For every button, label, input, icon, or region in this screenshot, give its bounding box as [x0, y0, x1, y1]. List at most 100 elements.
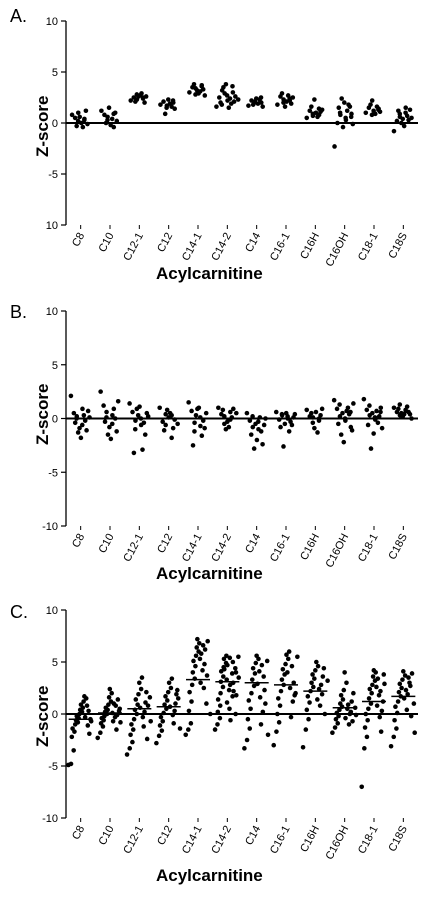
panel-c-data-point	[171, 721, 176, 726]
panel-c-data-point	[220, 684, 226, 690]
panel-c-data-point	[186, 708, 192, 714]
panel-b-data-point	[197, 415, 203, 420]
panel-b-data-point	[313, 409, 319, 415]
panel-c-data-point	[138, 686, 144, 692]
panel-b-data-point	[109, 421, 115, 427]
panel-b-data-point	[378, 409, 383, 415]
panel-b-x-tick-label: C18-1	[356, 532, 381, 564]
panel-c-data-point	[359, 784, 365, 790]
panel-b-data-point	[131, 450, 137, 456]
panel-b-data-point	[396, 406, 401, 412]
panel-c-y-tick-label: 0	[52, 709, 58, 721]
panel-b-data-point	[378, 405, 384, 411]
panel-c-data-point	[231, 688, 236, 694]
panel-c-data-point	[408, 683, 413, 689]
panel-a-data-point	[223, 81, 229, 87]
panel-c-data-point	[230, 659, 236, 665]
panel-c-x-axis-title: Acylcarnitine	[156, 866, 263, 885]
panel-c-data-point	[341, 687, 347, 693]
panel-c-data-point	[314, 659, 319, 665]
panel-a-x-tick-label: C16OH	[323, 231, 351, 269]
panel-c-data-point	[277, 703, 283, 708]
panel-c-data-point	[160, 718, 166, 724]
panel-c-data-point	[124, 752, 130, 757]
panel-a-x-tick-label: C12	[155, 231, 175, 254]
panel-b-data-point	[104, 409, 109, 415]
panel-c-data-point	[362, 746, 367, 751]
panel-c-data-point	[88, 718, 94, 724]
chart-panel-c: C. Z-score Acylcarnitine 10 5 0 -5 -10 C8 C10 C…	[0, 600, 438, 899]
panel-b-x-tick-label: C14-1	[180, 532, 205, 564]
panel-b-data-point	[202, 425, 207, 431]
panel-a-data-point	[158, 102, 163, 107]
panel-c-data-point	[271, 742, 277, 748]
panel-a-data-point	[200, 87, 206, 92]
panel-c-data-point	[204, 673, 210, 678]
panel-c-data-point	[250, 665, 256, 671]
panel-a-data-point	[336, 105, 342, 110]
panel-c-data-point	[215, 722, 220, 727]
panel-b-data-point	[310, 415, 316, 420]
panel-c-label: C.	[10, 602, 28, 622]
panel-b-data-point	[135, 412, 141, 418]
panel-a-data-point	[99, 108, 104, 114]
panel-a-data-point	[142, 100, 147, 105]
panel-c-data-point	[193, 663, 198, 669]
panel-c-data-point	[350, 718, 355, 724]
panel-b-data-point	[337, 414, 343, 419]
panel-b-x-tick-label: C12	[155, 532, 175, 555]
panel-b-data-point	[80, 406, 85, 412]
panel-c-data-point	[186, 727, 191, 732]
panel-c-data-point	[194, 645, 200, 650]
panel-c-data-point	[172, 708, 177, 714]
panel-c-data-point	[154, 740, 159, 746]
panel-b-data-point	[110, 412, 115, 418]
panel-a-data-point	[275, 102, 280, 107]
panel-c-x-tick-label: C12-1	[121, 824, 146, 856]
panel-a-data-point	[319, 107, 325, 113]
panel-b-data-point	[231, 406, 236, 412]
panel-b-data-point	[370, 410, 375, 416]
panel-b-data-point	[364, 407, 370, 413]
panel-c-data-point	[399, 685, 404, 691]
panel-c-data-point	[222, 666, 227, 672]
panel-a-data-point	[409, 115, 414, 121]
panel-b-data-point	[286, 429, 292, 434]
panel-a-data-point	[312, 97, 317, 102]
panel-c-data-point	[315, 663, 321, 669]
panel-a-x-tick-label: C18S	[386, 231, 410, 261]
panel-c-data-point	[289, 663, 295, 669]
panel-b-data-point	[338, 432, 344, 437]
panel-c-data-point	[236, 675, 242, 680]
panel-c-data-point	[140, 714, 146, 720]
panel-a-data-point	[114, 118, 120, 124]
panel-c-x-tick-label: C8	[70, 824, 87, 842]
panel-c-data-point	[131, 716, 137, 722]
panel-c-data-point	[401, 669, 406, 674]
panel-c-data-point	[262, 687, 267, 693]
panel-b-y-tick-label: 5	[52, 360, 58, 372]
panel-c-data-point	[129, 722, 134, 727]
panel-c-data-point	[111, 701, 117, 706]
panel-a-data-point	[368, 102, 373, 107]
panel-a-data-point	[350, 121, 356, 127]
panel-c-data-point	[103, 705, 109, 711]
panel-b-data-point	[263, 416, 268, 421]
panel-a-data-point	[112, 110, 118, 116]
panel-c-data-point	[254, 653, 259, 659]
panel-c-x-tick-label: C18-1	[356, 824, 381, 856]
panel-c-data-point	[364, 734, 370, 740]
panel-c-data-point	[163, 694, 168, 699]
panel-c-data-point	[391, 734, 397, 740]
panel-c-data-point	[204, 701, 209, 706]
panel-c-x-tick-label: C12	[155, 824, 175, 847]
panel-a-data-point	[109, 116, 115, 122]
panel-c-data-point	[98, 730, 103, 736]
panel-c-data-point	[127, 746, 133, 751]
panel-c-data-point	[148, 718, 154, 724]
panel-c-data-point	[343, 715, 348, 721]
panel-b-data-point	[375, 420, 381, 426]
panel-a-data-point	[344, 108, 350, 114]
chart-panel-b: B. Z-score Acylcarnitine 10 5 0 -5 -10 C8 C10 C…	[0, 300, 438, 600]
panel-c-data-point	[114, 712, 120, 718]
